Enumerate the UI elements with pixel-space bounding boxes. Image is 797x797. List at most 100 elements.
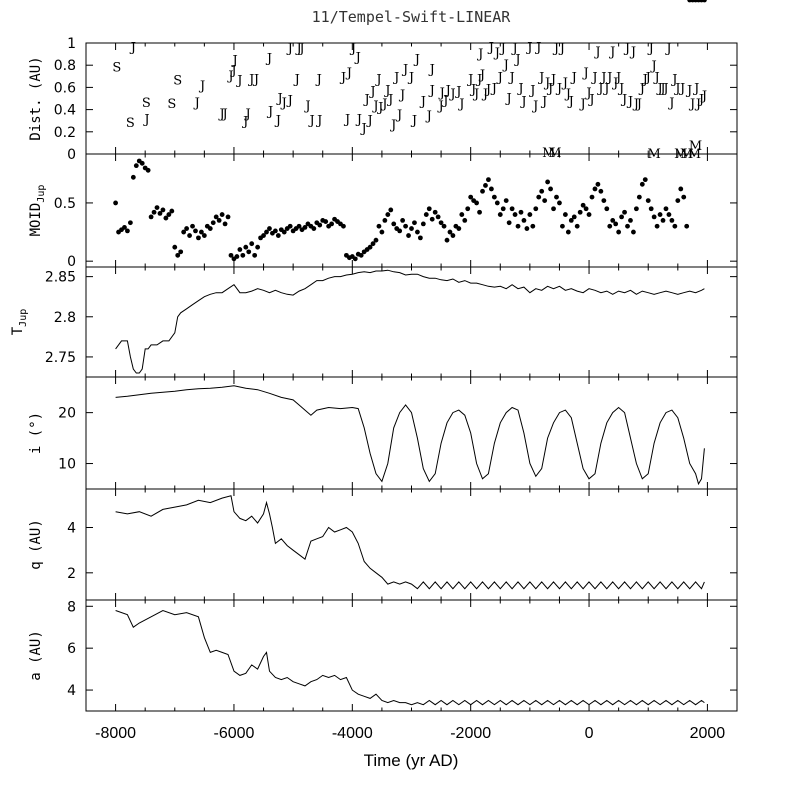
moid-point (275, 233, 281, 238)
encounter-label: J (620, 93, 627, 108)
encounter-label: J (457, 97, 464, 112)
encounter-label: J (478, 68, 485, 83)
moid-point (190, 223, 195, 229)
moid-point (237, 247, 243, 252)
y-tick-label: 0.2 (54, 125, 76, 141)
moid-point (255, 244, 261, 250)
encounter-label: J (294, 41, 301, 56)
moid-point (426, 206, 432, 212)
moid-point (562, 212, 568, 217)
encounter-label: J (226, 69, 233, 84)
encounter-label: J (487, 40, 494, 55)
encounter-label: J (692, 81, 699, 96)
encounter-label: J (428, 84, 435, 99)
moid-point (636, 194, 642, 200)
moid-point (432, 209, 438, 215)
moid-point (604, 206, 610, 212)
moid-point (533, 206, 539, 212)
moid-point (157, 211, 163, 216)
moid-point (213, 214, 219, 220)
y-tick-label: 4 (67, 683, 76, 699)
encounter-label: J (579, 97, 586, 112)
moid-point (702, 0, 707, 3)
moid-point (222, 221, 228, 227)
moid-point (648, 206, 654, 212)
moid-point (317, 222, 323, 228)
encounter-label: J (558, 41, 565, 56)
moid-point (187, 233, 192, 238)
moid-point (633, 206, 639, 212)
moid-point (592, 186, 598, 192)
moid-point (296, 223, 302, 229)
encounter-label: J (349, 41, 356, 56)
moid-point (376, 223, 382, 229)
encounter-label: J (244, 107, 251, 122)
encounter-label: J (293, 73, 300, 88)
encounter-label: J (368, 85, 375, 100)
moid-point (145, 167, 151, 173)
moid-point (560, 223, 565, 229)
moid-point (311, 226, 317, 231)
encounter-label: J (593, 45, 600, 60)
moid-point (249, 241, 255, 247)
moid-point (397, 228, 403, 234)
encounter-label: J (688, 97, 695, 112)
y-tick-label: 1 (67, 36, 76, 52)
moid-point (456, 226, 462, 231)
moid-point (530, 223, 536, 229)
moid-point (199, 229, 204, 235)
encounter-label: J (360, 121, 367, 136)
encounter-label: J (667, 96, 674, 111)
x-tick-label: -2000 (450, 725, 491, 742)
encounter-label: J (235, 74, 242, 89)
moid-point (515, 223, 521, 229)
encounter-label: J (365, 114, 372, 129)
moid-point (625, 223, 630, 229)
moid-point (151, 209, 157, 215)
y-axis-label: a (AU) (28, 630, 44, 681)
moid-point (287, 223, 293, 229)
encounter-label: J (241, 115, 248, 130)
moid-point (352, 256, 358, 262)
moid-point (169, 208, 175, 214)
encounter-label: J (587, 93, 594, 108)
moid-point (417, 235, 423, 241)
moid-point (400, 218, 406, 223)
moid-point (557, 200, 562, 206)
encounter-label: J (590, 70, 597, 85)
encounter-label: J (564, 87, 571, 102)
y-tick-label: 8 (67, 599, 76, 615)
x-tick-label: 2000 (690, 725, 726, 742)
moid-point (598, 188, 604, 194)
moid-point (409, 226, 414, 231)
y-tick-label: 4 (67, 521, 76, 537)
moid-point (595, 181, 601, 187)
moid-point (234, 254, 240, 259)
moid-point (113, 200, 118, 206)
encounter-label: J (611, 76, 618, 91)
encounter-label: J (555, 81, 562, 96)
moid-point (450, 233, 456, 238)
encounter-label: J (632, 97, 639, 112)
moid-point (403, 223, 408, 229)
encounter-label: J (602, 81, 609, 96)
encounter-label: J (444, 84, 451, 99)
encounter-label: S (112, 60, 121, 75)
moid-point (477, 209, 482, 215)
y-tick-label: 2.85 (45, 270, 76, 286)
moid-point (551, 206, 556, 212)
moid-point (577, 209, 583, 215)
encounter-label: J (570, 70, 577, 85)
moid-point (154, 205, 160, 210)
encounter-label: J (307, 114, 314, 129)
moid-point (382, 218, 388, 223)
series-line-q (115, 495, 705, 590)
encounter-label: J (386, 93, 393, 108)
encounter-label: J (605, 70, 612, 85)
y-tick-label: 2.8 (54, 310, 76, 326)
moid-point (465, 206, 471, 212)
encounter-label: J (599, 70, 606, 85)
moid-point (494, 200, 500, 206)
encounter-label: J (218, 107, 225, 122)
